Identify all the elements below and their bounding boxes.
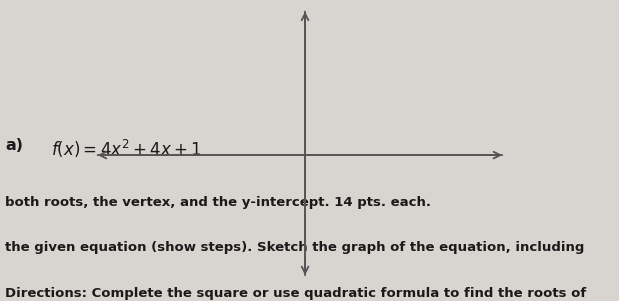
Text: a): a)	[5, 138, 23, 153]
Text: $f(x) = 4x^2 + 4x + 1$: $f(x) = 4x^2 + 4x + 1$	[51, 138, 202, 160]
Text: the given equation (show steps). Sketch the graph of the equation, including: the given equation (show steps). Sketch …	[5, 241, 584, 254]
Text: both roots, the vertex, and the y-intercept. 14 pts. each.: both roots, the vertex, and the y-interc…	[5, 196, 431, 209]
Text: Directions: Complete the square or use quadratic formula to find the roots of: Directions: Complete the square or use q…	[5, 287, 586, 300]
